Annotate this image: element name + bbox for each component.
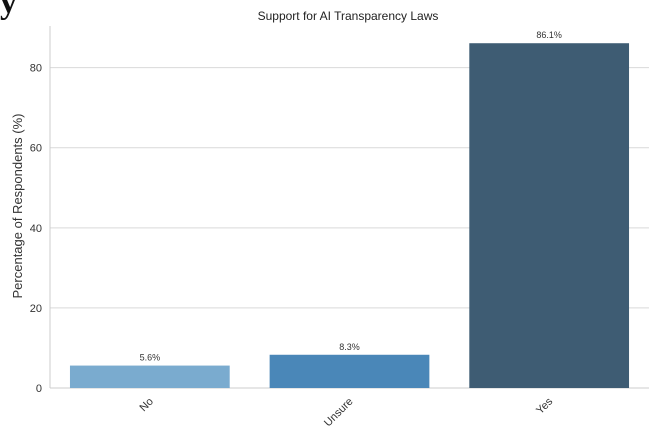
bar-no [69, 365, 230, 388]
bar-unsure [269, 354, 430, 388]
data-labels: 5.6% 8.3% 86.1% [140, 30, 562, 362]
cropped-letter-fragment: y [0, 0, 17, 21]
x-tick-label: Unsure [322, 396, 356, 428]
y-tick-label: 40 [30, 223, 42, 235]
bar-yes [469, 43, 630, 388]
y-tick-label: 80 [30, 63, 42, 75]
data-label: 86.1% [536, 30, 562, 40]
bars [69, 43, 630, 388]
data-label: 8.3% [339, 342, 360, 352]
y-tick-label: 60 [30, 143, 42, 155]
y-tick-label: 20 [30, 303, 42, 315]
data-label: 5.6% [140, 353, 161, 363]
chart-title: Support for AI Transparency Laws [258, 9, 439, 23]
x-tick-labels: No Unsure Yes [138, 395, 556, 428]
y-tick-labels: 0 20 40 60 80 [30, 63, 42, 395]
y-tick-label: 0 [36, 383, 42, 395]
x-tick-label: Yes [534, 395, 556, 417]
y-axis-label: Percentage of Respondents (%) [10, 114, 25, 299]
x-tick-label: No [138, 396, 156, 414]
